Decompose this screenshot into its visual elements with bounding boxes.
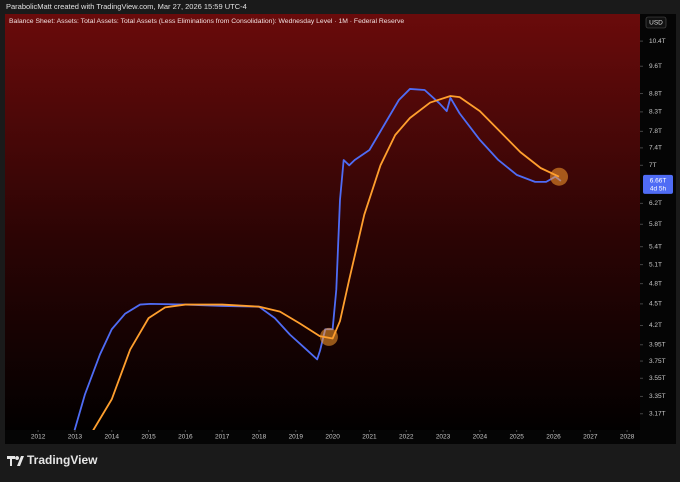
x-tick-label: 2017	[215, 434, 230, 441]
plot-area	[5, 14, 640, 430]
x-tick-label: 2027	[583, 434, 598, 441]
x-tick-label: 2013	[68, 434, 83, 441]
y-tick-label: 10.4T	[649, 38, 666, 45]
y-tick-label: 3.55T	[649, 375, 666, 382]
y-tick-label: 5.1T	[649, 261, 662, 268]
highlight-marker	[550, 167, 569, 186]
highlight-marker	[319, 327, 338, 346]
series-line	[73, 88, 562, 430]
x-tick-label: 2012	[31, 434, 46, 441]
y-tick-label: 3.17T	[649, 410, 666, 417]
price-label: 6.66T	[650, 178, 667, 185]
x-tick-label: 2026	[546, 434, 561, 441]
currency: USD	[649, 20, 663, 27]
y-tick-label: 6.2T	[649, 200, 662, 207]
x-tick-label: 2019	[289, 434, 304, 441]
x-tick-label: 2022	[399, 434, 414, 441]
x-axis-area	[5, 430, 676, 444]
plot	[73, 88, 569, 430]
x-tick-label: 2014	[105, 434, 120, 441]
watermark: TradingView	[27, 453, 98, 467]
x-tick-label: 2015	[141, 434, 156, 441]
y-tick-label: 3.95T	[649, 341, 666, 348]
series-line	[92, 95, 560, 430]
y-tick-label: 5.4T	[649, 243, 662, 250]
y-tick-label: 8.8T	[649, 90, 662, 97]
y-tick-label: 7.8T	[649, 128, 662, 135]
y-tick-label: 3.75T	[649, 358, 666, 365]
logo: TradingView	[7, 453, 98, 467]
y-tick-label: 5.8T	[649, 221, 662, 228]
y-tick-label: 3.35T	[649, 393, 666, 400]
x-tick-label: 2028	[620, 434, 635, 441]
y-tick-label: 7T	[649, 162, 657, 169]
y-tick-label: 7.4T	[649, 145, 662, 152]
x-tick-label: 2023	[436, 434, 451, 441]
y-tick-label: 4.2T	[649, 322, 662, 329]
y-tick-label: 4.8T	[649, 280, 662, 287]
y-tick-label: 8.3T	[649, 109, 662, 116]
logo-icon	[7, 456, 24, 466]
y-tick-label: 4.5T	[649, 301, 662, 308]
price-label-box	[643, 174, 673, 194]
x-tick-label: 2016	[178, 434, 193, 441]
x-tick-label: 2020	[325, 434, 340, 441]
y-tick-label: 9.6T	[649, 63, 662, 70]
x-tick-label: 2025	[509, 434, 524, 441]
countdown: 4d 5h	[650, 186, 667, 193]
attribution: ParabolicMatt created with TradingView.c…	[6, 2, 247, 11]
x-tick-label: 2021	[362, 434, 377, 441]
x-tick-label: 2024	[473, 434, 488, 441]
currency-box	[645, 16, 667, 29]
x-tick-label: 2018	[252, 434, 267, 441]
y-axis-area	[640, 14, 676, 430]
chart-title: Balance Sheet: Assets: Total Assets: Tot…	[9, 18, 404, 25]
